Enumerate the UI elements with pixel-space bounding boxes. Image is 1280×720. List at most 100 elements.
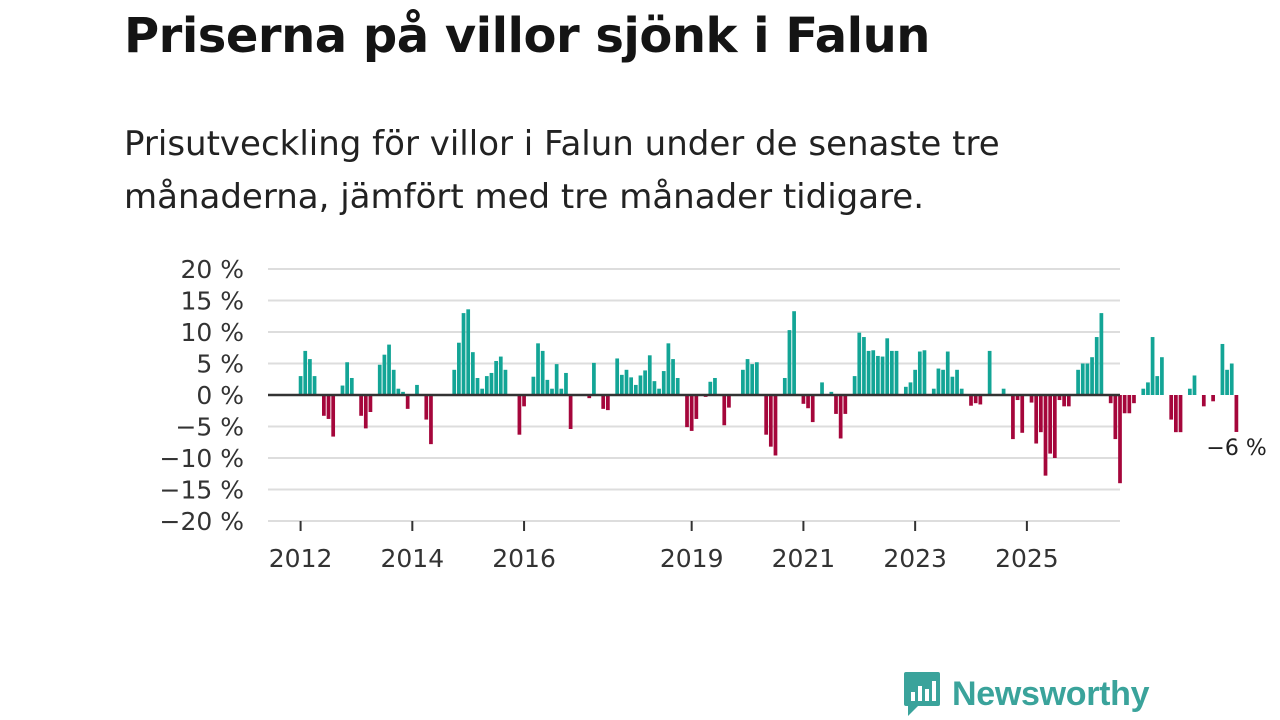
bar bbox=[452, 369, 457, 395]
bar bbox=[675, 377, 680, 395]
bar bbox=[1160, 357, 1164, 395]
bar bbox=[745, 359, 750, 395]
bar bbox=[494, 360, 498, 395]
y-tick-label: −5 % bbox=[175, 413, 244, 442]
bar bbox=[517, 395, 522, 435]
bar bbox=[377, 364, 382, 395]
bar bbox=[917, 351, 922, 395]
bar bbox=[554, 364, 559, 395]
bar bbox=[1192, 375, 1197, 395]
bar bbox=[1094, 337, 1099, 395]
bar bbox=[601, 395, 606, 409]
bar bbox=[475, 377, 480, 395]
bar bbox=[908, 382, 913, 395]
bar bbox=[1146, 382, 1150, 395]
bar bbox=[876, 355, 880, 395]
bar bbox=[1020, 395, 1025, 433]
bar bbox=[536, 343, 540, 395]
x-tick-label: 2025 bbox=[995, 544, 1059, 573]
bar bbox=[1201, 395, 1206, 407]
bar bbox=[1113, 395, 1118, 440]
bar bbox=[773, 395, 778, 456]
bar bbox=[764, 395, 769, 435]
bar bbox=[685, 395, 689, 428]
bar bbox=[592, 362, 596, 395]
bar bbox=[931, 388, 936, 395]
bar-series bbox=[298, 309, 1239, 484]
bar bbox=[834, 395, 838, 414]
bar bbox=[885, 338, 890, 395]
bar bbox=[1187, 388, 1192, 395]
bar bbox=[568, 395, 573, 430]
bar bbox=[522, 395, 526, 407]
bar bbox=[689, 395, 694, 431]
bar bbox=[727, 395, 731, 408]
bar bbox=[322, 395, 326, 416]
annotation-group: −6 % bbox=[1202, 431, 1269, 462]
bar bbox=[1122, 395, 1127, 414]
bar bbox=[661, 371, 666, 395]
bar bbox=[829, 391, 834, 395]
bar bbox=[671, 359, 675, 395]
bar bbox=[298, 376, 303, 395]
bar bbox=[1029, 395, 1034, 403]
y-tick-label: 15 % bbox=[180, 287, 244, 316]
bar bbox=[1234, 395, 1239, 433]
bar bbox=[480, 388, 485, 395]
bar bbox=[484, 376, 489, 395]
bar bbox=[801, 395, 806, 404]
x-tick-label: 2014 bbox=[381, 544, 445, 573]
bar bbox=[531, 376, 536, 395]
bar bbox=[945, 351, 950, 395]
bar bbox=[987, 350, 992, 395]
bar bbox=[782, 377, 787, 395]
chart-subtitle: Prisutveckling för villor i Falun under … bbox=[124, 124, 1000, 217]
bar bbox=[1052, 395, 1057, 458]
bar bbox=[652, 381, 657, 395]
bar bbox=[559, 388, 564, 395]
bar bbox=[633, 384, 638, 395]
bar bbox=[466, 309, 471, 395]
bar bbox=[638, 375, 643, 395]
y-tick-label: −10 % bbox=[160, 444, 244, 473]
bar bbox=[1211, 395, 1215, 402]
bar bbox=[936, 368, 941, 395]
bar bbox=[308, 359, 312, 395]
bar bbox=[787, 330, 792, 395]
annotation-label: −6 % bbox=[1206, 436, 1266, 461]
y-tick-label: −15 % bbox=[160, 476, 244, 505]
y-tick-label: 0 % bbox=[196, 381, 244, 410]
bar bbox=[1108, 395, 1113, 404]
bar bbox=[890, 350, 894, 395]
bar bbox=[396, 388, 401, 395]
bar bbox=[1062, 395, 1066, 407]
bar bbox=[1127, 395, 1132, 414]
y-tick-label: 5 % bbox=[196, 350, 244, 379]
bar bbox=[973, 395, 978, 404]
x-tick-label: 2021 bbox=[772, 544, 836, 573]
bar bbox=[768, 395, 773, 447]
bar bbox=[838, 395, 843, 439]
bar bbox=[457, 342, 461, 395]
bar bbox=[1141, 388, 1146, 395]
bar bbox=[387, 344, 391, 395]
bar bbox=[959, 388, 964, 395]
bar bbox=[1155, 376, 1160, 395]
bar bbox=[1048, 395, 1053, 454]
bar bbox=[1174, 395, 1178, 433]
bar bbox=[629, 377, 634, 395]
bar bbox=[969, 395, 973, 406]
bar bbox=[312, 376, 317, 395]
bar bbox=[1034, 395, 1039, 444]
bar bbox=[1015, 395, 1020, 401]
bar bbox=[708, 381, 713, 395]
bar bbox=[1099, 313, 1104, 395]
brand-logo: Newsworthy bbox=[902, 670, 1150, 718]
bar bbox=[1043, 395, 1048, 476]
bar bbox=[941, 369, 945, 395]
bar bbox=[405, 395, 410, 409]
bar bbox=[619, 374, 624, 395]
bar bbox=[1076, 369, 1080, 395]
bar bbox=[503, 369, 508, 395]
bar bbox=[363, 395, 368, 429]
